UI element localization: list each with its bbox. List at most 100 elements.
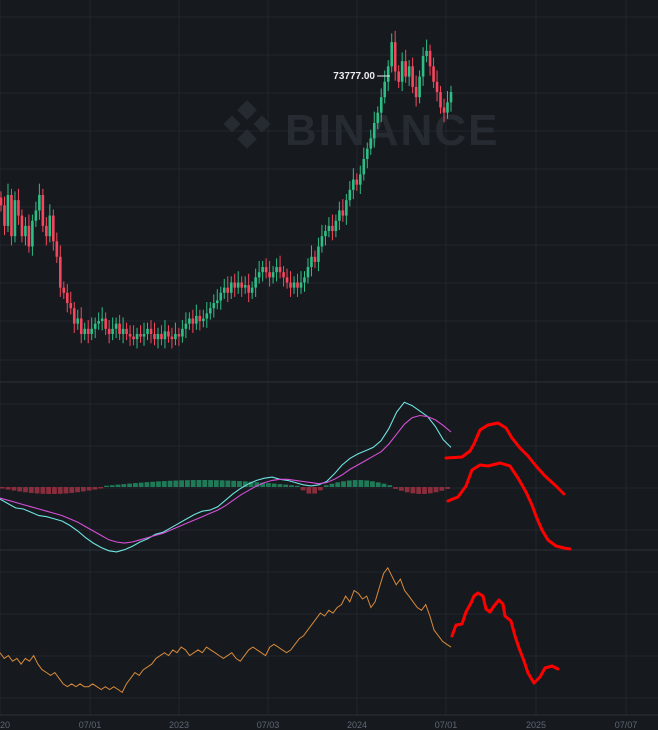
candle-body-129 <box>449 92 453 103</box>
candle-body-69 <box>240 282 243 288</box>
macd-hist-bar-33 <box>190 480 196 487</box>
candle-body-81 <box>282 272 285 278</box>
candle-body-92 <box>320 236 324 247</box>
candle-body-24 <box>83 328 87 334</box>
candle-body-48 <box>167 331 170 337</box>
macd-hist-bar-60 <box>346 480 352 487</box>
candle-body-64 <box>222 287 226 293</box>
candle-body-70 <box>243 285 247 288</box>
drawing-freehand-3 <box>450 591 560 685</box>
candle-body-61 <box>212 303 216 309</box>
candle-body-116 <box>404 61 407 77</box>
candle-body-1 <box>3 205 6 226</box>
candle-body-2 <box>6 195 10 226</box>
macd-hist-bar-73 <box>422 487 427 494</box>
candle-body-68 <box>236 282 240 288</box>
macd-panel <box>0 401 452 553</box>
macd-hist-bar-71 <box>410 487 416 494</box>
macd-hist-bar-8 <box>46 487 52 494</box>
candle-body-76 <box>264 267 268 273</box>
macd-hist-bar-10 <box>57 487 63 494</box>
macd-hist-bar-17 <box>98 487 104 489</box>
x-tick-label-3: 07/03 <box>257 720 280 730</box>
macd-hist-bar-31 <box>179 480 185 487</box>
candle-body-103 <box>359 174 362 185</box>
macd-hist-bar-55 <box>318 487 323 491</box>
macd-hist-bar-5 <box>28 487 34 493</box>
oscillator-panel <box>0 566 452 694</box>
candle-body-106 <box>369 138 373 149</box>
candle-body-110 <box>383 81 387 98</box>
macd-hist-bar-37 <box>213 480 219 487</box>
macd-hist-bar-40 <box>231 480 237 487</box>
macd-hist-bar-64 <box>370 481 375 487</box>
candle-body-126 <box>439 92 442 108</box>
candle-body-112 <box>390 42 393 67</box>
candle-body-38 <box>132 336 135 340</box>
drawing-freehand-2 <box>446 461 572 551</box>
candle-body-119 <box>414 86 418 98</box>
candle-body-102 <box>355 179 359 185</box>
macd-hist-bar-46 <box>265 483 271 487</box>
macd-hist-bar-61 <box>352 480 358 487</box>
candle-body-85 <box>296 282 299 288</box>
oscillator-line <box>0 566 452 694</box>
binance-logo-icon <box>223 100 271 149</box>
candle-body-5 <box>17 200 20 216</box>
candle-body-49 <box>170 336 174 340</box>
x-tick-label-0: 20 <box>0 720 10 730</box>
candle-body-32 <box>111 328 114 334</box>
candle-body-60 <box>209 308 212 314</box>
candle-body-67 <box>233 282 237 288</box>
candle-body-34 <box>118 323 121 334</box>
macd-hist-bar-49 <box>283 484 289 487</box>
candle-body-17 <box>59 256 62 288</box>
macd-hist-bar-14 <box>80 487 86 492</box>
macd-hist-bar-1 <box>5 487 11 490</box>
macd-hist-bar-72 <box>416 487 422 494</box>
candle-body-79 <box>275 267 278 273</box>
macd-hist-bar-20 <box>115 484 121 487</box>
candle-body-33 <box>114 323 118 329</box>
macd-hist-bar-12 <box>69 487 75 493</box>
x-tick-label-2: 2023 <box>169 720 189 730</box>
freehand-drawings <box>444 421 572 685</box>
candle-body-80 <box>278 267 282 273</box>
macd-hist-bar-56 <box>323 485 329 487</box>
candle-body-84 <box>292 282 296 288</box>
candle-body-117 <box>407 66 411 77</box>
candle-body-54 <box>188 318 191 324</box>
candle-body-74 <box>257 272 261 278</box>
candle-body-20 <box>69 303 73 309</box>
candle-body-55 <box>191 318 195 324</box>
macd-hist-bar-34 <box>196 480 202 487</box>
macd-hist-bar-66 <box>381 483 387 487</box>
candle-body-113 <box>393 42 397 72</box>
candle-body-83 <box>289 282 292 288</box>
x-tick-label-5: 07/01 <box>435 720 458 730</box>
candle-body-22 <box>76 318 80 324</box>
candle-body-6 <box>20 215 24 237</box>
price-panel <box>0 30 453 349</box>
candle-body-37 <box>128 333 132 337</box>
candle-body-93 <box>324 231 327 237</box>
candle-body-77 <box>268 272 271 278</box>
macd-hist-bar-69 <box>398 487 404 491</box>
macd-hist-bar-38 <box>219 480 225 487</box>
candle-body-16 <box>55 241 59 257</box>
macd-hist-bar-74 <box>427 487 433 494</box>
candle-body-104 <box>362 158 366 175</box>
macd-hist-bar-25 <box>144 482 150 487</box>
candle-body-97 <box>338 210 341 221</box>
macd-hist-bar-41 <box>237 481 242 487</box>
candle-body-94 <box>327 225 331 232</box>
candle-body-14 <box>48 215 52 237</box>
candle-body-30 <box>104 318 107 329</box>
macd-hist-bar-6 <box>34 487 40 494</box>
macd-hist-bar-11 <box>63 487 69 494</box>
macd-hist-bar-52 <box>300 487 306 491</box>
candle-body-120 <box>418 76 421 98</box>
